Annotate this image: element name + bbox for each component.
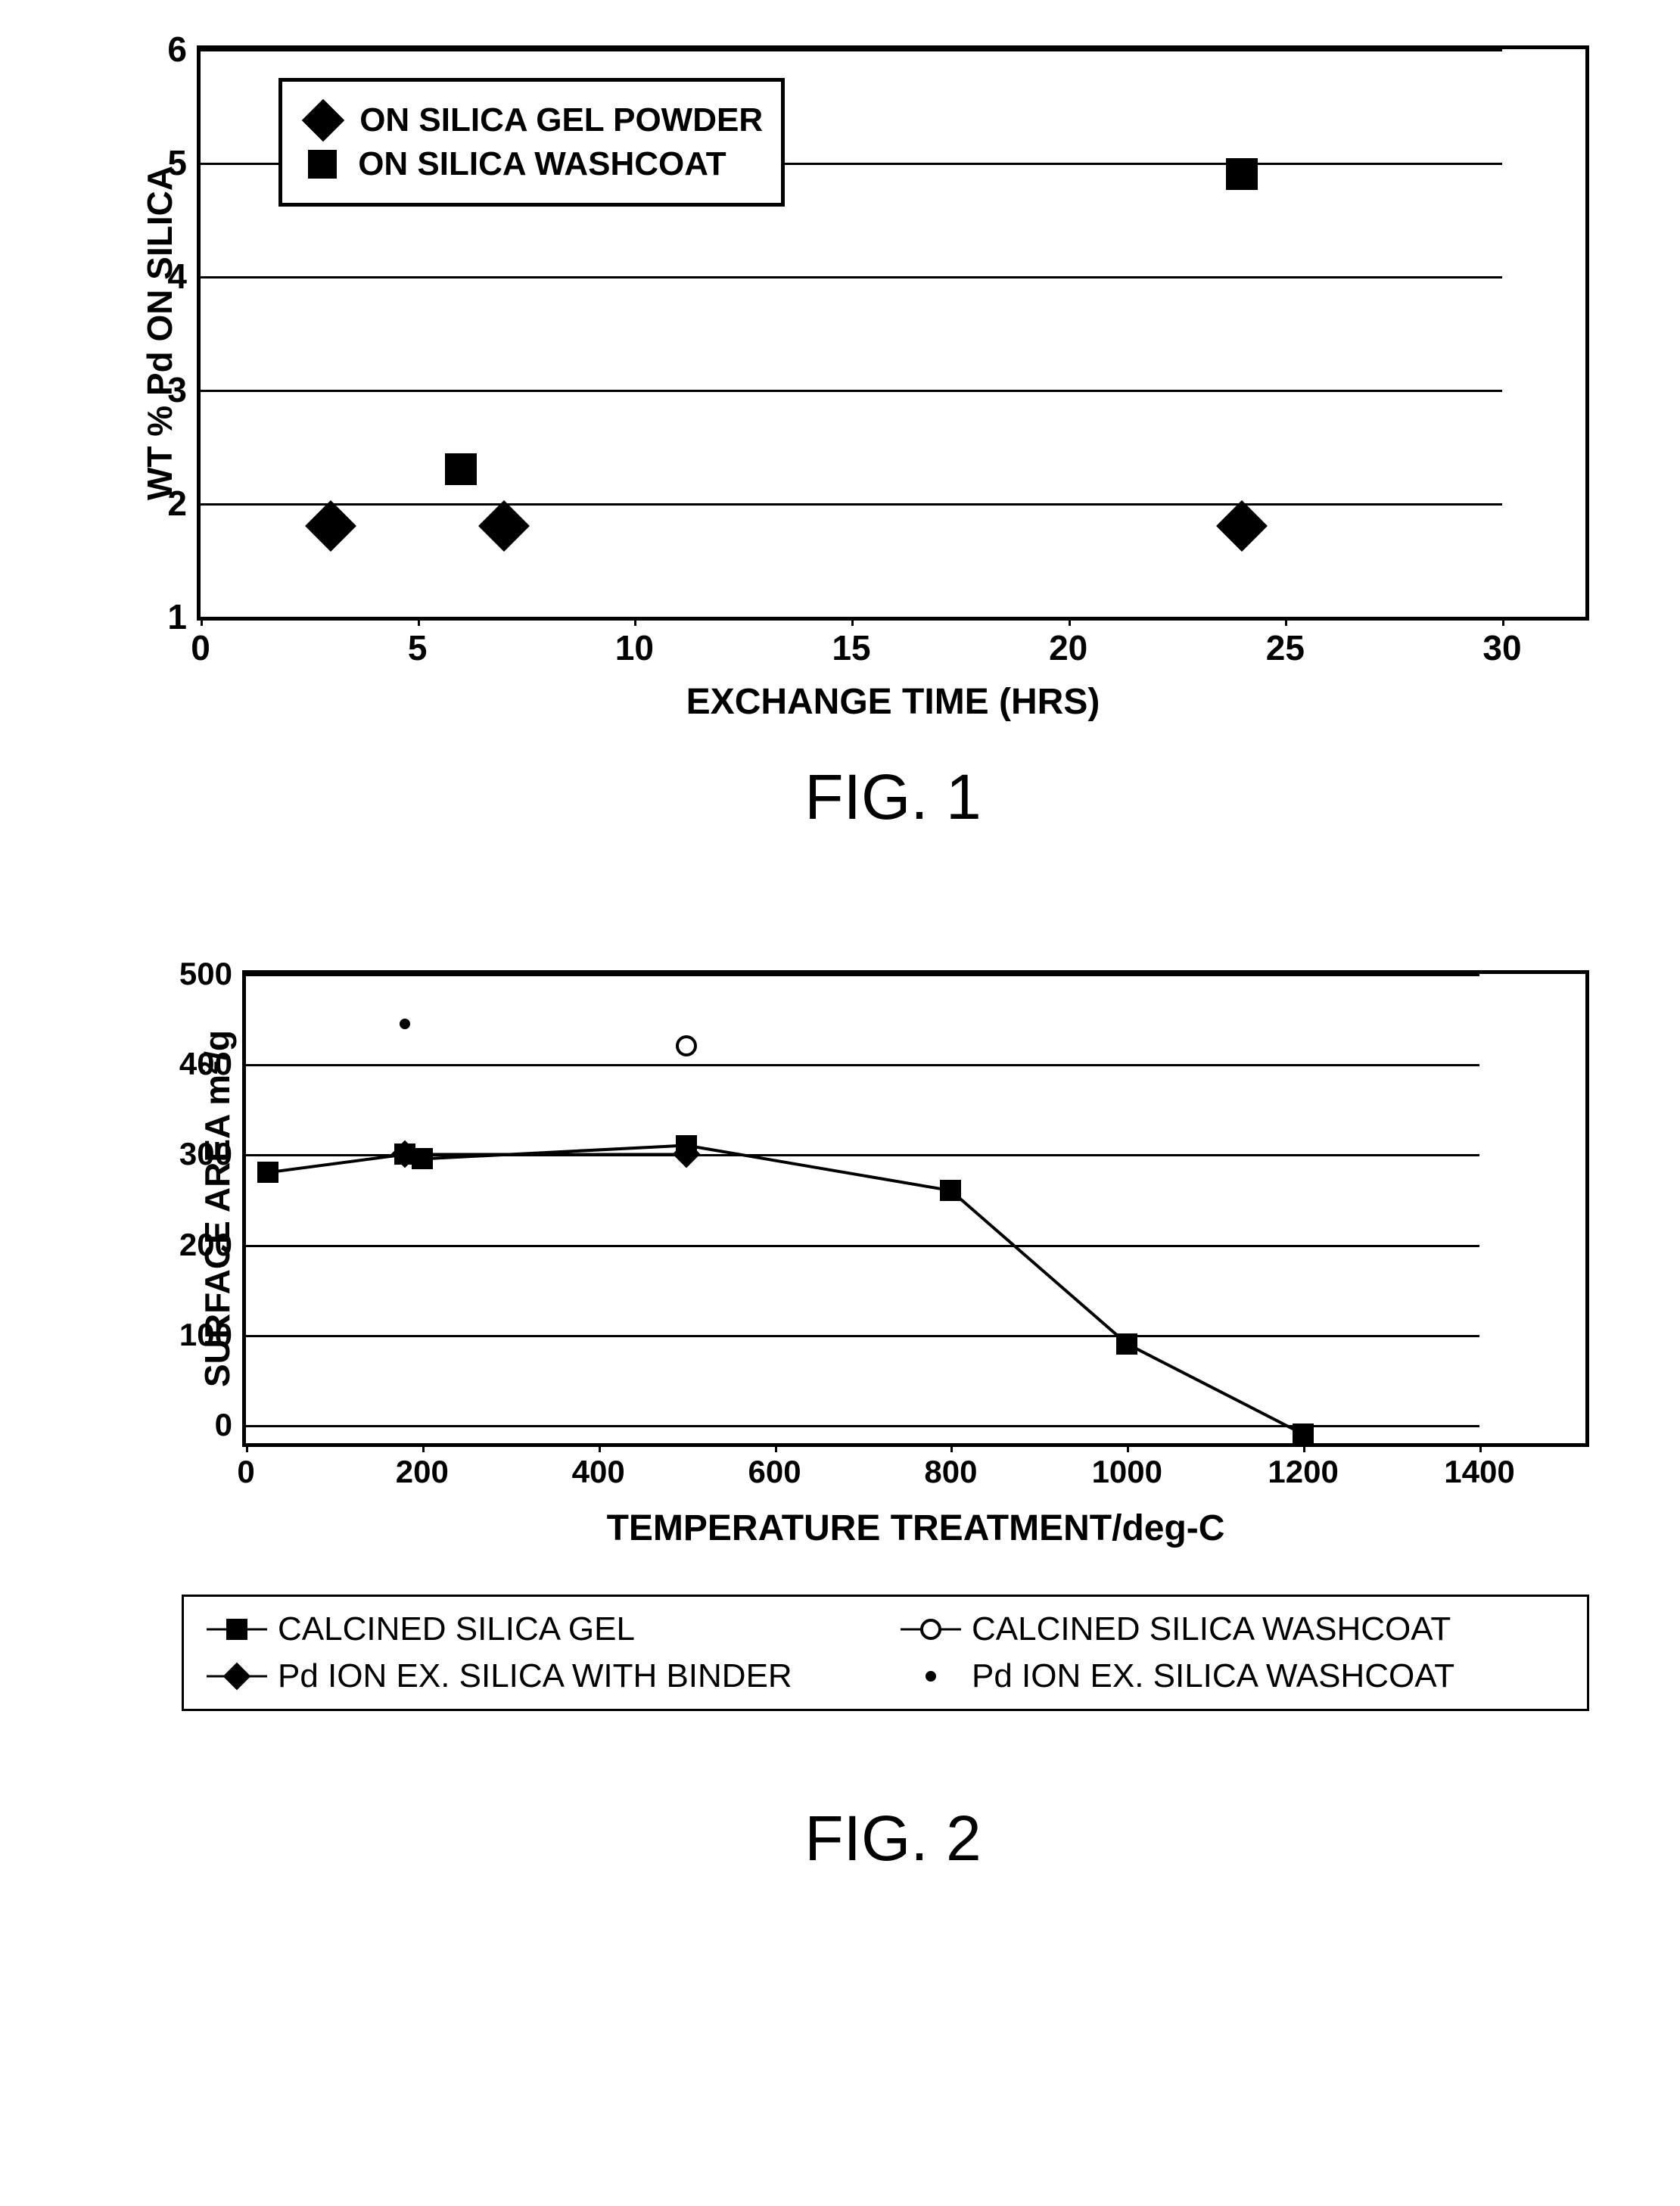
legend-item: Pd ION EX. SILICA WASHCOAT	[901, 1657, 1564, 1695]
series-line-calcined-silica-gel	[268, 1146, 1303, 1435]
y-tick-label: 2	[167, 483, 187, 524]
data-point-silica-gel-powder	[478, 500, 530, 552]
x-tick-label: 400	[572, 1454, 625, 1490]
data-point-calcined-silica-gel	[257, 1162, 278, 1183]
legend-label: ON SILICA WASHCOAT	[358, 145, 726, 183]
x-tick-label: 800	[924, 1454, 977, 1490]
y-tick-label: 0	[215, 1407, 232, 1443]
figure-2: SURFACE AREA m2/g 0100200300400500020040…	[91, 970, 1589, 1875]
legend-item: ON SILICA WASHCOAT	[300, 145, 763, 183]
y-tick-label: 300	[179, 1136, 232, 1172]
gridline	[201, 49, 1502, 51]
legend-label: CALCINED SILICA WASHCOAT	[972, 1610, 1451, 1648]
data-point-silica-gel-powder	[1216, 500, 1268, 552]
fig2-x-axis-title: TEMPERATURE TREATMENT/deg-C	[242, 1507, 1589, 1549]
gridline	[246, 1335, 1479, 1337]
x-tick-label: 0	[191, 627, 210, 668]
data-point-calcined-silica-washcoat	[676, 1035, 697, 1056]
legend-label: Pd ION EX. SILICA WASHCOAT	[972, 1657, 1454, 1695]
fig2-plot-area: 0100200300400500020040060080010001200140…	[246, 974, 1479, 1443]
square-sm-icon	[207, 1618, 267, 1641]
data-point-calcined-silica-gel	[1116, 1333, 1137, 1355]
legend-item: CALCINED SILICA WASHCOAT	[901, 1610, 1564, 1648]
y-tick-label: 200	[179, 1227, 232, 1263]
figure-1: WT % Pd ON SILICA ON SILICA GEL POWDERON…	[91, 45, 1589, 834]
fig2-chart-frame: 0100200300400500020040060080010001200140…	[242, 970, 1589, 1447]
data-point-pd-ion-ex-silica-washcoat	[400, 1019, 410, 1029]
gridline	[246, 1064, 1479, 1066]
data-point-calcined-silica-gel	[1293, 1423, 1314, 1445]
y-tick-label: 400	[179, 1046, 232, 1082]
fig1-x-axis-title: EXCHANGE TIME (HRS)	[197, 681, 1589, 723]
gridline	[246, 974, 1479, 976]
legend-label: CALCINED SILICA GEL	[278, 1610, 635, 1648]
y-tick-label: 1	[167, 596, 187, 637]
x-tick-label: 600	[748, 1454, 801, 1490]
data-point-calcined-silica-gel	[940, 1180, 961, 1201]
diamond-icon	[302, 98, 345, 142]
fig1-chart-frame: ON SILICA GEL POWDERON SILICA WASHCOAT 1…	[197, 45, 1589, 621]
x-tick-label: 200	[396, 1454, 449, 1490]
legend-item: Pd ION EX. SILICA WITH BINDER	[207, 1657, 870, 1695]
gridline	[246, 1245, 1479, 1247]
fig1-caption: FIG. 1	[197, 761, 1589, 834]
dot-icon	[901, 1665, 961, 1688]
x-tick-label: 10	[615, 627, 654, 668]
data-point-silica-washcoat	[1226, 158, 1258, 190]
fig2-legend: CALCINED SILICA GEL CALCINED SILICA WASHC…	[182, 1595, 1589, 1711]
fig1-y-axis-title: WT % Pd ON SILICA	[139, 166, 180, 500]
x-tick-label: 15	[832, 627, 870, 668]
y-tick-label: 3	[167, 369, 187, 410]
x-tick-label: 1200	[1268, 1454, 1338, 1490]
fig1-plot-area: ON SILICA GEL POWDERON SILICA WASHCOAT 1…	[201, 49, 1502, 617]
legend-label: Pd ION EX. SILICA WITH BINDER	[278, 1657, 792, 1695]
y-tick-label: 4	[167, 256, 187, 297]
x-tick-label: 30	[1482, 627, 1521, 668]
gridline	[201, 503, 1502, 506]
x-tick-label: 1400	[1444, 1454, 1514, 1490]
y-tick-label: 6	[167, 29, 187, 70]
square-icon	[308, 150, 337, 179]
x-tick-label: 25	[1266, 627, 1305, 668]
x-tick-label: 1000	[1092, 1454, 1162, 1490]
data-point-silica-gel-powder	[305, 500, 356, 552]
y-tick-label: 500	[179, 956, 232, 992]
legend-item: ON SILICA GEL POWDER	[300, 101, 763, 139]
gridline	[201, 390, 1502, 392]
y-tick-label: 5	[167, 142, 187, 183]
legend-item: CALCINED SILICA GEL	[207, 1610, 870, 1648]
y-tick-label: 100	[179, 1317, 232, 1353]
legend-label: ON SILICA GEL POWDER	[359, 101, 763, 139]
fig2-caption: FIG. 2	[197, 1802, 1589, 1875]
data-point-silica-washcoat	[445, 453, 477, 485]
fig1-legend: ON SILICA GEL POWDER ON SILICA WASHCOAT	[278, 78, 785, 207]
x-tick-label: 20	[1049, 627, 1087, 668]
diamond-sm-icon	[207, 1665, 267, 1688]
gridline	[201, 276, 1502, 278]
circle-open-icon	[901, 1618, 961, 1641]
x-tick-label: 0	[237, 1454, 254, 1490]
x-tick-label: 5	[408, 627, 428, 668]
